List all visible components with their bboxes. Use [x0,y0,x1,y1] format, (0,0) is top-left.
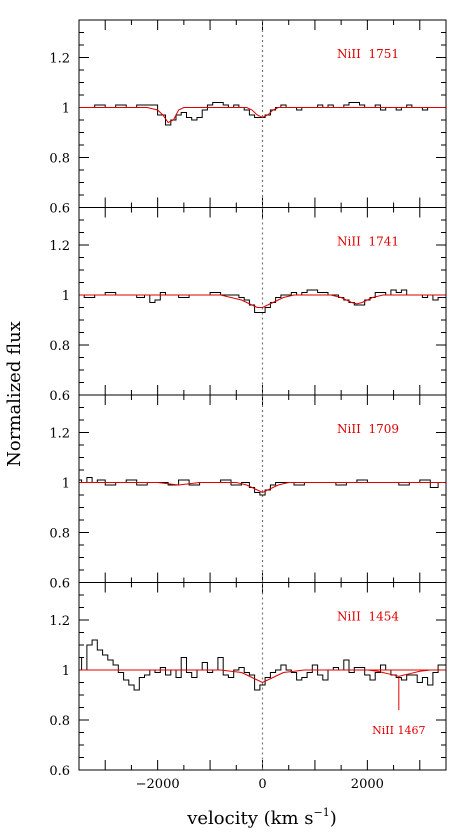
y-tick-label: 1 [62,477,70,492]
model-fit-line [367,669,431,677]
x-tick-label: 0 [258,777,266,792]
y-tick-label: 1 [62,664,70,679]
x-axis-title: velocity (km s−1) [186,806,337,829]
panel-1: 0.6 0.8 1 1.2 NiII 1751 [49,19,447,217]
y-tick-label: 1.2 [49,239,70,254]
panel-line-label: NiII 1741 [337,235,399,249]
model-fit-line [79,482,446,494]
panel-line-label: NiII 1709 [337,422,399,436]
y-tick-label: 0.6 [49,389,70,404]
flux-histogram [79,289,446,313]
y-tick-label: 1.2 [49,52,70,67]
panel-line-label: NiII 1751 [337,47,399,61]
y-tick-label: 1.2 [49,614,70,629]
x-tick-label: −2000 [136,777,180,792]
y-tick-label: 0.8 [49,714,70,729]
y-tick-label: 0.6 [49,202,70,217]
y-tick-label: 0.8 [49,339,70,354]
y-tick-label: 0.6 [49,577,70,592]
y-tick-label: 1.2 [49,427,70,442]
y-tick-label: 0.8 [49,527,70,542]
model-fit-line [79,294,446,308]
y-tick-label: 1 [62,102,70,117]
panel-line-label: NiII 1454 [337,610,399,624]
annotation-label: NiII 1467 [372,724,425,737]
model-fit-line [79,669,446,684]
panel-2: 0.6 0.8 1 1.2 NiII 1741 [49,207,447,404]
y-axis-title: Normalized flux [4,321,25,467]
panel-3: 0.6 0.8 1 1.2 NiII 1709 [49,394,447,592]
y-tick-label: 1 [62,289,70,304]
x-tick-label: 2000 [351,777,384,792]
panel-frame [78,582,447,771]
y-tick-label: 0.8 [49,152,70,167]
flux-histogram [79,639,446,691]
y-tick-label: 0.6 [49,764,70,779]
panel-4: 0.6 0.8 1 1.2 −2000 0 2000 NiII 1454 NiII 1467 [49,582,447,792]
model-fit-line [79,107,446,124]
